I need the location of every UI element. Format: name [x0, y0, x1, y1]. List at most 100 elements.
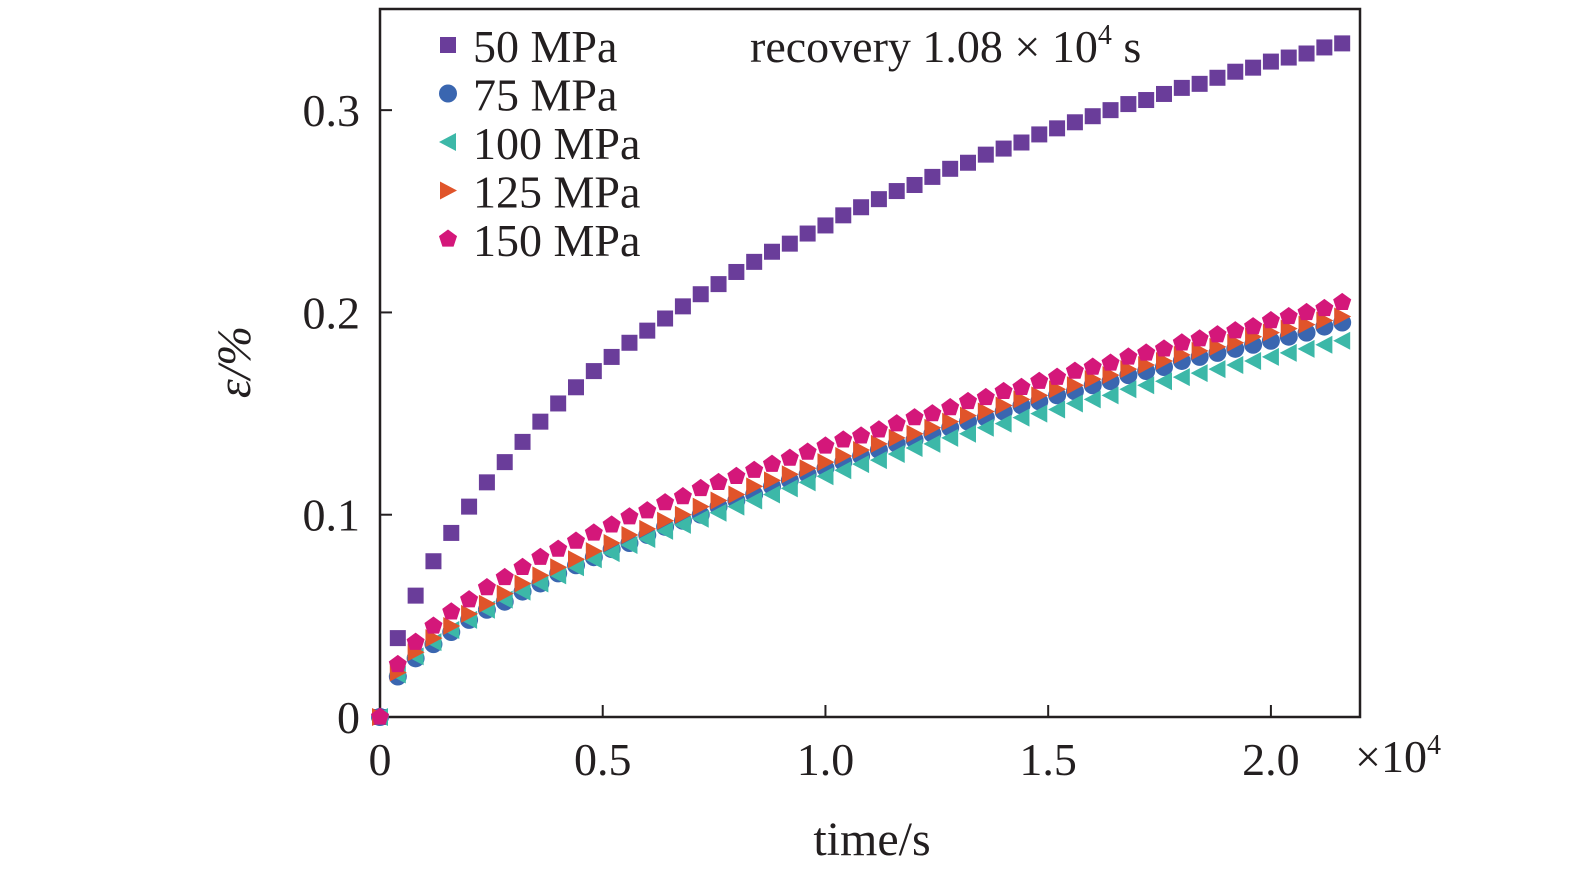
data-point [425, 553, 442, 570]
data-point [1297, 339, 1315, 358]
data-point [550, 558, 568, 577]
data-point [887, 445, 905, 464]
data-point [976, 387, 995, 406]
data-point [496, 454, 513, 471]
data-point [888, 183, 905, 200]
data-point [407, 587, 424, 604]
data-point [657, 310, 674, 327]
x-axis: 0 0.5 1.0 1.5 2.0 [369, 705, 1300, 785]
data-point [1031, 126, 1048, 143]
data-point [745, 491, 763, 510]
data-point [639, 519, 657, 538]
data-point [620, 507, 639, 525]
y-tick-label: 0.1 [303, 490, 361, 541]
data-point [1172, 368, 1190, 387]
data-point [584, 523, 603, 541]
data-point [798, 442, 817, 460]
data-point [960, 406, 977, 425]
data-point [1120, 96, 1137, 113]
data-point [960, 154, 976, 171]
data-point [852, 455, 870, 474]
data-point [1083, 357, 1102, 375]
series-150-mpa [370, 292, 1352, 725]
data-point [1334, 307, 1352, 326]
data-point [1084, 108, 1101, 125]
data-point [780, 479, 798, 498]
data-point [923, 404, 942, 422]
data-point [869, 451, 887, 470]
data-point [1191, 75, 1208, 92]
data-point [835, 207, 852, 224]
data-point [728, 263, 745, 280]
data-point [745, 460, 764, 478]
data-point [799, 225, 816, 242]
x-tick-label: 2.0 [1242, 734, 1300, 785]
data-point [568, 379, 584, 396]
data-point [746, 477, 764, 496]
legend-marker [439, 133, 456, 151]
data-point [1227, 63, 1244, 80]
data-point [691, 478, 710, 497]
data-point [853, 199, 870, 216]
data-point [603, 348, 620, 365]
data-point [710, 276, 727, 293]
data-point [852, 426, 871, 444]
data-point [1101, 353, 1120, 371]
data-point [835, 447, 853, 466]
data-point [1262, 53, 1279, 70]
data-point [1333, 292, 1352, 310]
data-point [443, 524, 460, 541]
data-point [709, 503, 727, 522]
data-point [692, 286, 709, 303]
data-point [1049, 120, 1066, 137]
data-point [941, 428, 959, 447]
data-point [568, 550, 585, 569]
data-point [799, 459, 817, 478]
data-point [531, 547, 550, 565]
data-point [942, 160, 959, 177]
legend-label: 75 MPa [473, 70, 617, 121]
data-point [869, 420, 888, 438]
x-multiplier-base: ×10 [1355, 731, 1427, 782]
data-point [816, 467, 834, 486]
data-point [764, 243, 780, 260]
x-tick-label: 1.0 [797, 734, 855, 785]
data-point [994, 381, 1013, 400]
x-multiplier-label: ×104 [1355, 730, 1441, 782]
data-point [870, 191, 887, 208]
recovery-annotation-suffix: s [1112, 21, 1141, 72]
data-point [1138, 92, 1155, 109]
data-point [941, 398, 960, 416]
data-point [1013, 134, 1030, 151]
data-point [1101, 386, 1119, 405]
data-point [976, 418, 994, 437]
data-point [1244, 351, 1262, 370]
data-point [887, 414, 906, 432]
data-point [709, 472, 728, 491]
data-point [1102, 102, 1119, 119]
data-point [958, 391, 978, 410]
data-point [1245, 59, 1262, 76]
data-point [1316, 39, 1333, 56]
x-tick-label: 1.5 [1019, 734, 1077, 785]
data-point [496, 584, 514, 603]
data-point [888, 428, 906, 447]
data-point [1083, 390, 1101, 409]
data-point [977, 146, 994, 163]
data-point [1279, 343, 1297, 362]
data-point [1012, 377, 1031, 395]
data-point [549, 539, 568, 557]
data-point [1190, 364, 1208, 383]
data-point [746, 253, 763, 270]
data-point [478, 594, 496, 613]
data-point [424, 616, 443, 634]
data-point [727, 497, 745, 516]
data-point [1226, 321, 1245, 339]
data-point [1315, 335, 1333, 354]
x-multiplier-exponent: 4 [1427, 730, 1441, 761]
y-tick-label: 0.3 [303, 85, 361, 136]
data-point [1012, 408, 1030, 427]
data-point [1173, 79, 1190, 96]
recovery-annotation-text: recovery 1.08 × 10 [750, 21, 1098, 72]
data-point [1261, 311, 1280, 329]
